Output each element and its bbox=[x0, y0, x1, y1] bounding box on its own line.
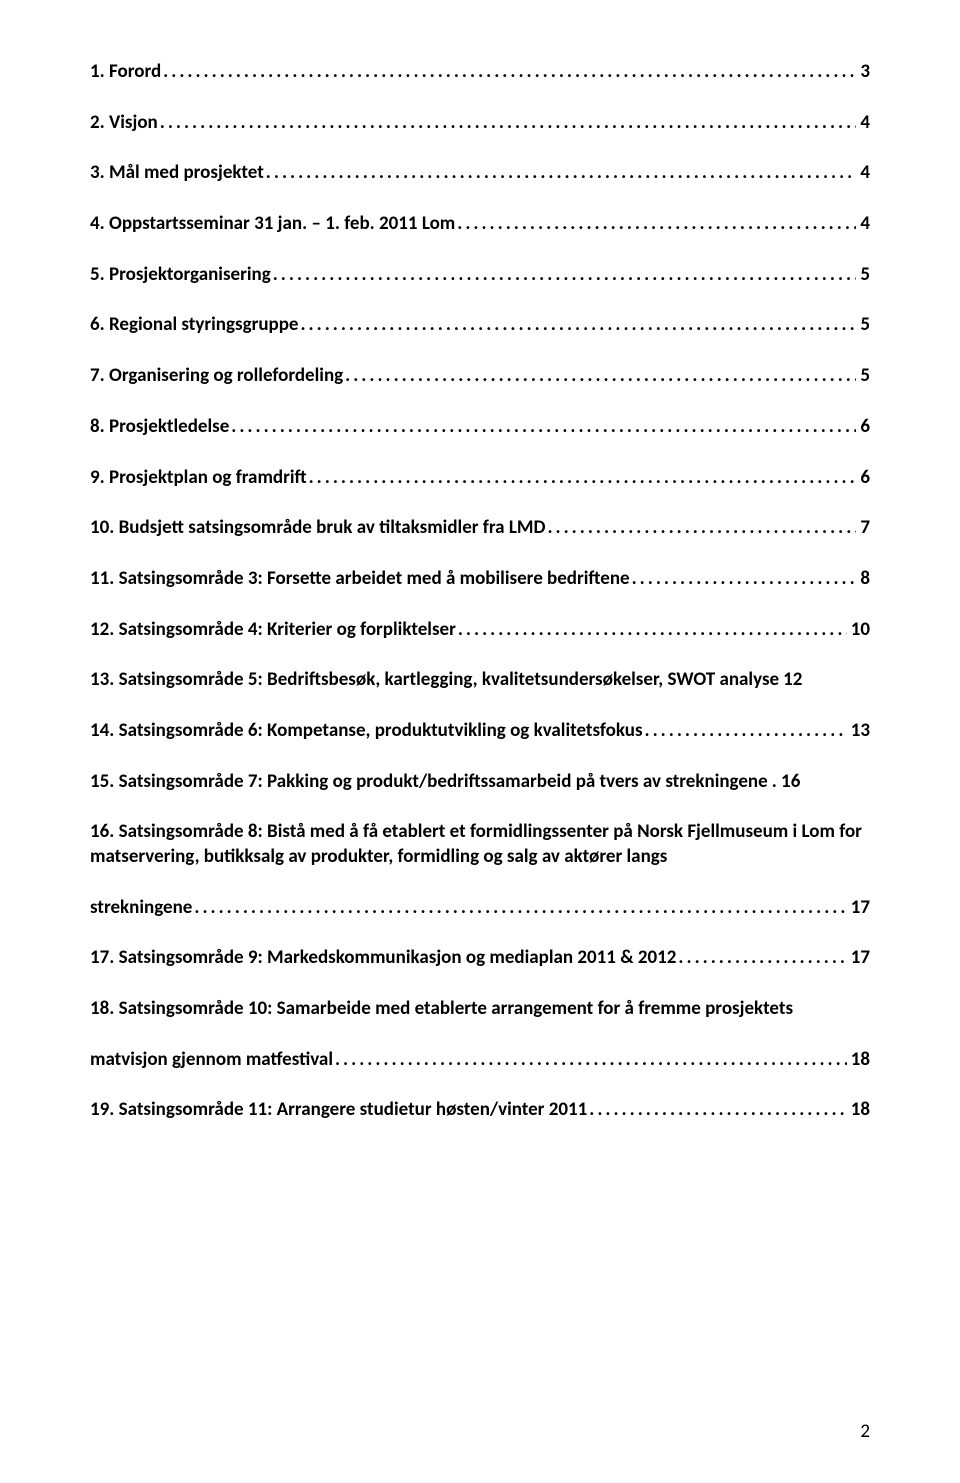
toc-entry-page: 5 bbox=[856, 263, 870, 288]
toc-entry-page: 13 bbox=[847, 719, 870, 744]
toc-entry-page: 17 bbox=[847, 946, 870, 971]
toc-entry-title: 19. Satsingsområde 11: Arrangere studiet… bbox=[90, 1098, 587, 1123]
toc-leader-line: matvisjon gjennom matfestival...........… bbox=[90, 1048, 870, 1073]
toc-entry: 16. Satsingsområde 8: Bistå med å få eta… bbox=[90, 820, 870, 920]
toc-entry: 15. Satsingsområde 7: Pakking og produkt… bbox=[90, 770, 870, 795]
toc-entry: 17. Satsingsområde 9: Markedskommunikasj… bbox=[90, 946, 870, 971]
toc-entry-page: 3 bbox=[856, 60, 870, 85]
toc-dot-leader: ........................................… bbox=[192, 896, 846, 921]
toc-dot-leader: ........................................… bbox=[161, 60, 856, 85]
toc-entry-title: matvisjon gjennom matfestival bbox=[90, 1048, 333, 1073]
toc-dot-leader: ........................................… bbox=[229, 415, 856, 440]
toc-dot-leader: ........................................… bbox=[158, 111, 857, 136]
toc-entry-wrap-text: 16. Satsingsområde 8: Bistå med å få eta… bbox=[90, 820, 870, 869]
toc-entry-title: 3. Mål med prosjektet bbox=[90, 161, 264, 186]
toc-leader-line: 6. Regional styringsgruppe..............… bbox=[90, 313, 870, 338]
toc-leader-line: 8. Prosjektledelse......................… bbox=[90, 415, 870, 440]
toc-leader-line: 5. Prosjektorganisering.................… bbox=[90, 263, 870, 288]
toc-entry-title: 5. Prosjektorganisering bbox=[90, 263, 271, 288]
toc-leader-line: 13. Satsingsområde 5: Bedriftsbesøk, kar… bbox=[90, 668, 870, 693]
toc-entry-page: 6 bbox=[856, 466, 870, 491]
toc-leader-line: 12. Satsingsområde 4: Kriterier og forpl… bbox=[90, 618, 870, 643]
toc-leader-line: 4. Oppstartsseminar 31 jan. – 1. feb. 20… bbox=[90, 212, 870, 237]
toc-entry: 10. Budsjett satsingsområde bruk av tilt… bbox=[90, 516, 870, 541]
toc-leader-line: 7. Organisering og rollefordeling.......… bbox=[90, 364, 870, 389]
toc-entry-title: 15. Satsingsområde 7: Pakking og produkt… bbox=[90, 770, 768, 795]
toc-entry: 18. Satsingsområde 10: Samarbeide med et… bbox=[90, 997, 870, 1072]
toc-entry: 9. Prosjektplan og framdrift............… bbox=[90, 466, 870, 491]
toc-dot-leader: ........................................… bbox=[298, 313, 856, 338]
toc-entry-page: 4 bbox=[856, 212, 870, 237]
toc-entry-title: 6. Regional styringsgruppe bbox=[90, 313, 298, 338]
toc-entry: 7. Organisering og rollefordeling.......… bbox=[90, 364, 870, 389]
toc-entry: 3. Mål med prosjektet...................… bbox=[90, 161, 870, 186]
toc-leader-line: 15. Satsingsområde 7: Pakking og produkt… bbox=[90, 770, 870, 795]
toc-entry: 4. Oppstartsseminar 31 jan. – 1. feb. 20… bbox=[90, 212, 870, 237]
toc-entry-title: strekningene bbox=[90, 896, 192, 921]
toc-entry-page: 6 bbox=[856, 415, 870, 440]
toc-entry-title: 9. Prosjektplan og framdrift bbox=[90, 466, 307, 491]
toc-dot-leader: ........................................… bbox=[587, 1098, 846, 1123]
toc-entry-page: . 16 bbox=[768, 770, 801, 795]
toc-dot-leader: ........................................… bbox=[456, 618, 847, 643]
toc-leader-line: 9. Prosjektplan og framdrift............… bbox=[90, 466, 870, 491]
toc-entry-page: 8 bbox=[856, 567, 870, 592]
toc-leader-line: 11. Satsingsområde 3: Forsette arbeidet … bbox=[90, 567, 870, 592]
toc-entry-page: 10 bbox=[847, 618, 870, 643]
toc-dot-leader: ........................................… bbox=[307, 466, 857, 491]
document-page: 1. Forord...............................… bbox=[0, 0, 960, 1483]
toc-dot-leader: ........................................… bbox=[455, 212, 856, 237]
toc-entry-page: 17 bbox=[847, 896, 870, 921]
toc-dot-leader: ........................................… bbox=[343, 364, 856, 389]
toc-entry: 1. Forord...............................… bbox=[90, 60, 870, 85]
toc-entry-title: 4. Oppstartsseminar 31 jan. – 1. feb. 20… bbox=[90, 212, 455, 237]
toc-entry-page: 12 bbox=[779, 668, 802, 693]
toc-leader-line: 14. Satsingsområde 6: Kompetanse, produk… bbox=[90, 719, 870, 744]
toc-entry-page: 4 bbox=[856, 111, 870, 136]
toc-entry: 8. Prosjektledelse......................… bbox=[90, 415, 870, 440]
toc-entry: 12. Satsingsområde 4: Kriterier og forpl… bbox=[90, 618, 870, 643]
toc-entry: 11. Satsingsområde 3: Forsette arbeidet … bbox=[90, 567, 870, 592]
table-of-contents: 1. Forord...............................… bbox=[90, 60, 870, 1123]
toc-dot-leader: ........................................… bbox=[271, 263, 857, 288]
toc-dot-leader: ........................................… bbox=[545, 516, 856, 541]
toc-entry-title: 10. Budsjett satsingsområde bruk av tilt… bbox=[90, 516, 545, 541]
toc-leader-line: 2. Visjon...............................… bbox=[90, 111, 870, 136]
toc-dot-leader: ........................................… bbox=[264, 161, 857, 186]
toc-leader-line: 1. Forord...............................… bbox=[90, 60, 870, 85]
toc-dot-leader: ........................................… bbox=[676, 946, 846, 971]
toc-entry-title: 11. Satsingsområde 3: Forsette arbeidet … bbox=[90, 567, 630, 592]
toc-entry: 6. Regional styringsgruppe..............… bbox=[90, 313, 870, 338]
toc-entry-page: 7 bbox=[856, 516, 870, 541]
toc-entry: 14. Satsingsområde 6: Kompetanse, produk… bbox=[90, 719, 870, 744]
page-number: 2 bbox=[860, 1420, 870, 1443]
toc-entry-title: 7. Organisering og rollefordeling bbox=[90, 364, 343, 389]
toc-entry: 13. Satsingsområde 5: Bedriftsbesøk, kar… bbox=[90, 668, 870, 693]
toc-entry-wrap-text: 18. Satsingsområde 10: Samarbeide med et… bbox=[90, 997, 870, 1022]
toc-entry-title: 17. Satsingsområde 9: Markedskommunikasj… bbox=[90, 946, 676, 971]
toc-entry: 5. Prosjektorganisering.................… bbox=[90, 263, 870, 288]
toc-dot-leader: ........................................… bbox=[643, 719, 847, 744]
toc-entry-page: 5 bbox=[856, 313, 870, 338]
toc-entry-page: 5 bbox=[856, 364, 870, 389]
toc-entry-page: 18 bbox=[847, 1048, 870, 1073]
toc-entry-title: 12. Satsingsområde 4: Kriterier og forpl… bbox=[90, 618, 456, 643]
toc-leader-line: strekningene............................… bbox=[90, 896, 870, 921]
toc-entry-title: 14. Satsingsområde 6: Kompetanse, produk… bbox=[90, 719, 643, 744]
toc-leader-line: 3. Mål med prosjektet...................… bbox=[90, 161, 870, 186]
toc-dot-leader: ........................................… bbox=[630, 567, 857, 592]
toc-entry-title: 2. Visjon bbox=[90, 111, 158, 136]
toc-leader-line: 10. Budsjett satsingsområde bruk av tilt… bbox=[90, 516, 870, 541]
toc-entry: 19. Satsingsområde 11: Arrangere studiet… bbox=[90, 1098, 870, 1123]
toc-entry-page: 18 bbox=[847, 1098, 870, 1123]
toc-entry-page: 4 bbox=[856, 161, 870, 186]
toc-entry-title: 1. Forord bbox=[90, 60, 161, 85]
toc-entry-title: 13. Satsingsområde 5: Bedriftsbesøk, kar… bbox=[90, 668, 779, 693]
toc-leader-line: 17. Satsingsområde 9: Markedskommunikasj… bbox=[90, 946, 870, 971]
toc-entry-title: 8. Prosjektledelse bbox=[90, 415, 229, 440]
toc-leader-line: 19. Satsingsområde 11: Arrangere studiet… bbox=[90, 1098, 870, 1123]
toc-entry: 2. Visjon...............................… bbox=[90, 111, 870, 136]
toc-dot-leader: ........................................… bbox=[333, 1048, 847, 1073]
